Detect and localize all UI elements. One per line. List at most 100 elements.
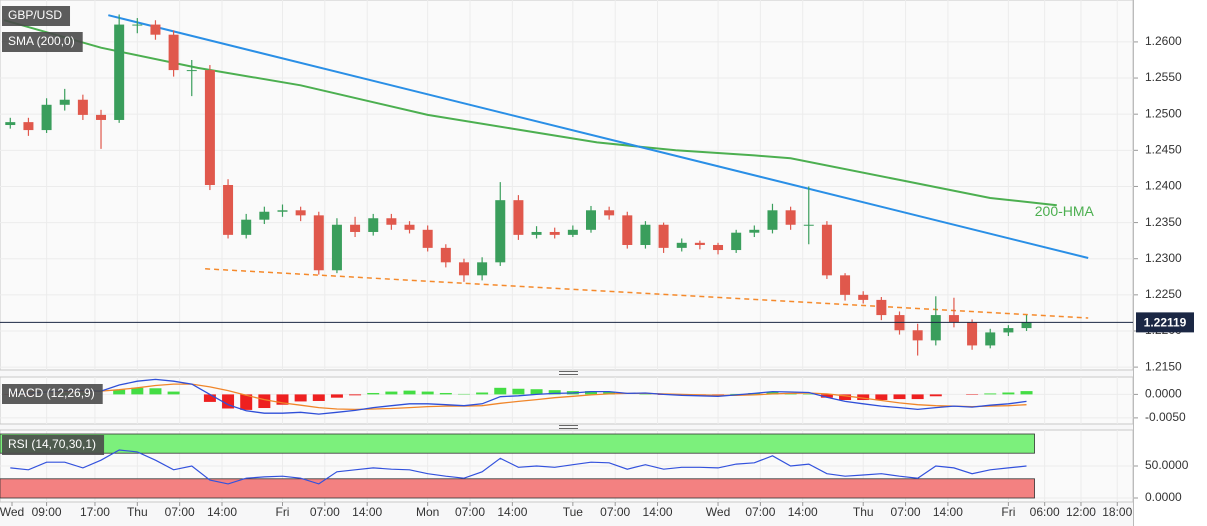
- histogram-bar: [294, 394, 307, 402]
- splitter[interactable]: [559, 371, 578, 375]
- annotation: 200-HMA: [1035, 203, 1095, 219]
- x-tick-label: Tue: [563, 505, 584, 519]
- candle-body: [458, 262, 469, 276]
- x-tick-label: 14:00: [643, 505, 673, 519]
- histogram-bar: [494, 387, 507, 395]
- candle-body: [531, 231, 542, 235]
- histogram-bar: [403, 390, 416, 395]
- x-tick-label: Thu: [853, 505, 874, 519]
- y-tick-label: 0.0000: [1145, 387, 1182, 401]
- candle-body: [803, 224, 814, 226]
- candle-body: [676, 242, 687, 248]
- trend-line: [108, 14, 1089, 259]
- histogram-bar: [439, 392, 452, 395]
- y-tick-label: 1.2350: [1145, 215, 1182, 229]
- rsi-band: [0, 433, 1035, 454]
- candle-body: [513, 200, 524, 235]
- histogram-bar: [984, 393, 997, 395]
- y-tick-label: -0.0050: [1145, 410, 1186, 424]
- y-tick-label: 1.2550: [1145, 70, 1182, 84]
- x-tick-label: 14:00: [497, 505, 527, 519]
- y-tick-label: 50.0000: [1145, 458, 1189, 472]
- candle-body: [785, 210, 796, 225]
- candle-body: [694, 242, 705, 245]
- panel: [0, 0, 1134, 371]
- candle-body: [622, 215, 633, 245]
- x-tick-label: Wed: [706, 505, 730, 519]
- legend-box: [2, 32, 83, 52]
- x-tick-label: 14:00: [933, 505, 963, 519]
- histogram-bar: [330, 394, 343, 398]
- macd-line: [10, 378, 1027, 415]
- candle-body: [404, 224, 415, 230]
- last-price-label: 1.22119: [1144, 316, 1187, 330]
- y-tick-label: 1.2400: [1145, 179, 1182, 193]
- histogram-bar: [113, 389, 126, 395]
- panel-title-box: [2, 6, 71, 26]
- splitter[interactable]: [559, 425, 578, 429]
- candle-body: [821, 224, 832, 276]
- candle-body: [422, 229, 433, 248]
- histogram-bar: [603, 392, 616, 395]
- histogram-bar: [857, 394, 870, 401]
- rsi-line: [10, 449, 1027, 485]
- candle-body: [23, 122, 34, 131]
- candle-body: [1021, 322, 1032, 329]
- x-tick-label: 14:00: [352, 505, 382, 519]
- candle-body: [440, 247, 451, 263]
- histogram-bar: [367, 392, 380, 395]
- histogram-bar: [240, 394, 253, 410]
- candle-body: [985, 332, 996, 346]
- candle-body: [1003, 328, 1014, 333]
- candle-body: [658, 224, 669, 248]
- x-tick-label: 07:00: [891, 505, 921, 519]
- candle-body: [948, 315, 959, 323]
- trend-line: [205, 268, 1089, 319]
- axis-background: [1133, 0, 1207, 526]
- candle-body: [585, 210, 596, 230]
- histogram-bar: [312, 394, 325, 401]
- candle-body: [41, 104, 52, 131]
- candle-body: [277, 210, 288, 212]
- x-tick-label: 14:00: [788, 505, 818, 519]
- x-tick-label: Thu: [127, 505, 148, 519]
- candle-body: [386, 218, 397, 225]
- histogram-bar: [421, 391, 434, 395]
- x-tick-label: Fri: [1001, 505, 1015, 519]
- y-tick-label: 1.2150: [1145, 359, 1182, 373]
- histogram-bar: [911, 394, 924, 400]
- candle-body: [241, 219, 252, 235]
- x-tick-label: 07:00: [310, 505, 340, 519]
- candle-body: [96, 114, 107, 120]
- candle-body: [731, 232, 742, 251]
- histogram-bar: [149, 388, 162, 395]
- candle-body: [350, 224, 361, 232]
- candle-body: [204, 70, 215, 185]
- x-tick-label: 07:00: [165, 505, 195, 519]
- x-tick-label: Wed: [0, 505, 24, 519]
- panel-title: RSI (14,70,30,1): [8, 437, 96, 451]
- histogram-bar: [258, 394, 271, 409]
- panel-title-box: [2, 384, 103, 404]
- candle-body: [604, 210, 615, 216]
- histogram-bar: [476, 392, 489, 395]
- candle-body: [331, 224, 342, 271]
- rsi-band: [0, 478, 1035, 499]
- x-tick-label: 14:00: [207, 505, 237, 519]
- panel-title: MACD (12,26,9): [8, 386, 95, 400]
- candle-body: [912, 330, 923, 341]
- candle-body: [876, 299, 887, 316]
- histogram-bar: [1020, 391, 1033, 395]
- histogram-bar: [131, 387, 144, 395]
- x-tick-label: 07:00: [455, 505, 485, 519]
- x-tick-label: 06:00: [1030, 505, 1060, 519]
- candle-body: [223, 185, 234, 235]
- candle-body: [186, 70, 197, 72]
- candle-body: [713, 244, 724, 251]
- candle-body: [477, 262, 488, 276]
- x-tick-label: Mon: [416, 505, 439, 519]
- candle-body: [967, 322, 978, 346]
- histogram-bar: [1002, 392, 1015, 395]
- y-tick-label: 1.2450: [1145, 142, 1182, 156]
- histogram-bar: [548, 390, 561, 395]
